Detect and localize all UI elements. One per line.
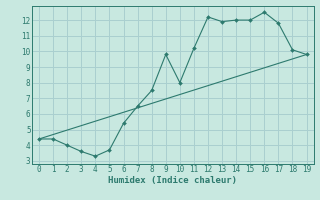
X-axis label: Humidex (Indice chaleur): Humidex (Indice chaleur) xyxy=(108,176,237,185)
